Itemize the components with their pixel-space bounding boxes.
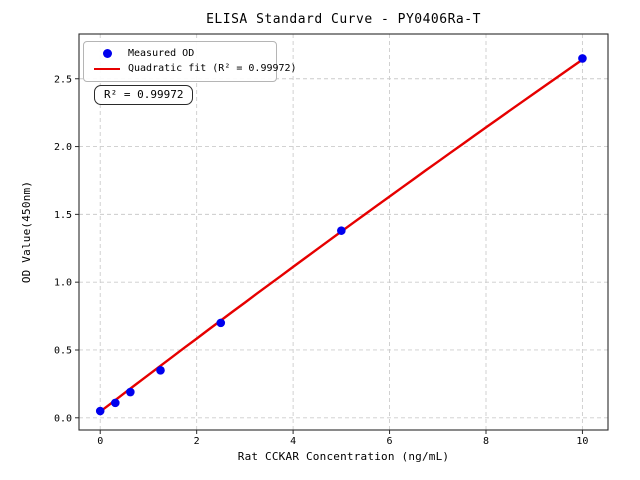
y-tick-label: 2.0 [54, 142, 72, 153]
blue-dot-marker-icon [102, 49, 112, 58]
chart-title: ELISA Standard Curve - PY0406Ra-T [206, 12, 481, 27]
x-tick-label: 8 [483, 436, 489, 447]
legend-marker-cell [90, 67, 124, 70]
x-tick-label: 2 [194, 436, 200, 447]
legend-label-quadratic-fit: Quadratic fit (R² = 0.99972) [128, 62, 297, 74]
legend-label-measured-od: Measured OD [128, 47, 195, 59]
data-point [578, 54, 587, 63]
x-tick-label: 4 [290, 436, 296, 447]
x-axis-label: Rat CCKAR Concentration (ng/mL) [237, 450, 450, 463]
y-tick-label: 2.5 [54, 74, 72, 85]
data-point [216, 318, 226, 328]
legend-item-measured-od: Measured OD [90, 46, 268, 61]
data-point [156, 366, 165, 375]
y-tick-label: 0.5 [54, 345, 72, 356]
y-axis-label: OD Value(450nm) [20, 180, 33, 284]
x-tick-label: 0 [97, 436, 103, 447]
x-tick-label: 10 [576, 436, 588, 447]
x-tick-label: 6 [387, 436, 393, 447]
data-point [126, 387, 135, 397]
legend: Measured OD Quadratic fit (R² = 0.99972) [83, 41, 297, 82]
r-squared-annotation: R² = 0.99972 [94, 85, 194, 105]
axes-spines [78, 33, 609, 431]
y-tick-label: 1.0 [54, 278, 72, 289]
legend-marker-cell [90, 49, 124, 58]
red-line-marker-icon [94, 67, 120, 70]
quadratic-fit-line [98, 58, 584, 413]
y-tick-label: 1.5 [54, 210, 72, 221]
data-point [95, 406, 105, 416]
legend-item-quadratic-fit: Quadratic fit (R² = 0.99972) [90, 61, 297, 76]
data-point [337, 226, 346, 235]
y-tick-label: 0.0 [54, 413, 72, 424]
data-point [111, 398, 120, 408]
